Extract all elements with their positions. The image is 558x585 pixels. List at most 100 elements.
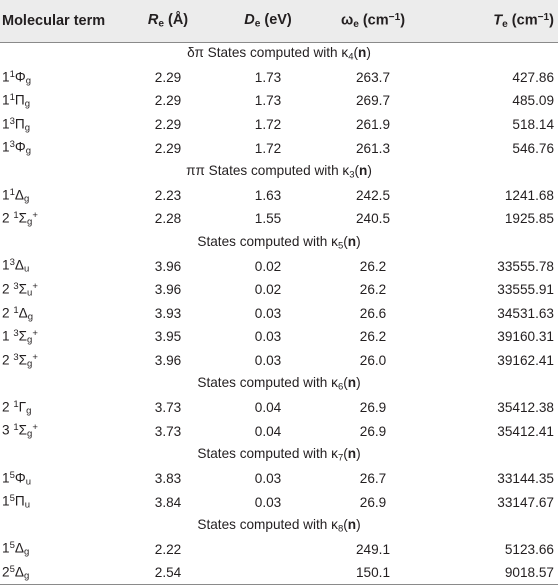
we-cell: 26.0 xyxy=(359,353,387,369)
we-cell: 249.1 xyxy=(355,541,391,557)
re-cell: 2.28 xyxy=(154,211,182,227)
header-we: ωe (cm−1) xyxy=(318,0,428,43)
section-header-row: States computed with κ5(n) xyxy=(0,231,558,255)
te-cell: 518.14 xyxy=(512,117,554,133)
we-cell: 26.2 xyxy=(359,282,387,298)
table-row: 3 1Σg+ 3.73 0.04 26.9 35412.41 xyxy=(0,420,558,444)
molecular-term-cell: 13Φg xyxy=(2,139,32,157)
de-cell: 1.55 xyxy=(254,211,282,227)
de-cell: 1.73 xyxy=(254,69,282,85)
molecular-term-cell: 15Φu xyxy=(2,469,32,488)
re-cell: 3.93 xyxy=(154,305,182,321)
re-cell: 2.29 xyxy=(154,93,182,109)
re-cell: 2.54 xyxy=(118,561,218,585)
header-row: Molecular term Re (Å) De (eV) ωe (cm−1) … xyxy=(0,0,558,43)
we-cell: 26.9 xyxy=(359,423,387,439)
molecular-term-cell: 25Δg xyxy=(0,561,118,585)
table-row: 2 3Σg+ 3.96 0.03 26.0 39162.41 xyxy=(0,349,558,373)
re-cell: 2.29 xyxy=(154,117,182,133)
table-row: 2 3Σu+ 3.96 0.02 26.2 33555.91 xyxy=(0,278,558,302)
table-row: 15Πu 3.84 0.03 26.9 33147.67 xyxy=(0,490,558,514)
table-header: Molecular term Re (Å) De (eV) ωe (cm−1) … xyxy=(0,0,558,43)
table-body: δπ States computed with κ4(n) 11Φg 2.29 1.7… xyxy=(0,42,558,585)
te-cell: 1925.85 xyxy=(504,211,554,227)
te-cell: 546.76 xyxy=(512,140,554,156)
molecular-term-cell: 15Πu xyxy=(2,493,30,511)
molecular-term-cell: 2 1Δg xyxy=(2,304,34,323)
we-cell: 263.7 xyxy=(355,69,391,85)
de-cell: 0.03 xyxy=(254,470,282,486)
table-row: 2 1Σg+ 2.28 1.55 240.5 1925.85 xyxy=(0,207,558,231)
molecular-term-cell: 11Φg xyxy=(2,68,32,87)
table-row: 15Δg 2.22 249.1 5123.66 xyxy=(0,537,558,561)
de-cell: 0.04 xyxy=(254,400,282,416)
te-cell: 39162.41 xyxy=(497,353,554,369)
table-row: 13Πg 2.29 1.72 261.9 518.14 xyxy=(0,113,558,137)
de-cell: 1.63 xyxy=(254,187,282,203)
molecular-term-cell: 11Πg xyxy=(2,92,30,110)
header-de: De (eV) xyxy=(218,0,318,43)
section-title: States computed with κ7(n) xyxy=(197,446,361,464)
te-cell: 33555.78 xyxy=(497,258,554,274)
we-cell: 26.2 xyxy=(359,329,387,345)
section-header-row: States computed with κ7(n) xyxy=(0,443,558,467)
de-cell: 0.03 xyxy=(254,494,282,510)
section-header-row: States computed with κ8(n) xyxy=(0,514,558,538)
re-cell: 3.73 xyxy=(154,400,182,416)
re-cell: 3.96 xyxy=(154,282,182,298)
te-cell: 5123.66 xyxy=(504,541,554,557)
te-cell: 33144.35 xyxy=(497,470,554,486)
table-row: 11Πg 2.29 1.73 269.7 485.09 xyxy=(0,89,558,113)
we-cell: 26.2 xyxy=(359,258,387,274)
we-cell: 269.7 xyxy=(355,93,391,109)
de-cell xyxy=(218,561,318,585)
we-cell: 26.7 xyxy=(359,470,387,486)
de-cell: 1.72 xyxy=(254,117,282,133)
te-cell: 35412.38 xyxy=(497,400,554,416)
header-molecular-term: Molecular term xyxy=(0,0,118,43)
section-title: States computed with κ6(n) xyxy=(197,375,361,393)
we-cell: 26.6 xyxy=(359,305,387,321)
te-cell: 485.09 xyxy=(512,93,554,109)
section-title: ππ States computed with κ3(n) xyxy=(186,163,372,181)
table-row: 1 3Σg+ 3.95 0.03 26.2 39160.31 xyxy=(0,325,558,349)
te-cell: 427.86 xyxy=(512,69,554,85)
de-cell: 0.03 xyxy=(254,329,282,345)
re-cell: 3.95 xyxy=(154,329,182,345)
we-cell: 242.5 xyxy=(355,187,391,203)
de-cell: 0.03 xyxy=(254,305,282,321)
table-row: 2 1Γg 3.73 0.04 26.9 35412.38 xyxy=(0,396,558,420)
section-header-row: States computed with κ6(n) xyxy=(0,372,558,396)
section-title: States computed with κ5(n) xyxy=(197,233,361,252)
de-cell: 0.03 xyxy=(254,353,282,369)
molecular-term-cell: 2 3Σg+ xyxy=(2,351,38,370)
de-cell: 0.04 xyxy=(254,423,282,439)
de-cell xyxy=(218,537,318,561)
molecular-term-cell: 1 3Σg+ xyxy=(2,328,38,346)
re-cell: 3.96 xyxy=(154,258,182,274)
te-cell: 34531.63 xyxy=(497,305,554,321)
molecular-term-cell: 2 1Σg+ xyxy=(2,210,38,228)
te-cell: 39160.31 xyxy=(497,329,554,345)
section-title: States computed with κ8(n) xyxy=(197,516,361,535)
section-header-row: δπ States computed with κ4(n) xyxy=(0,42,558,66)
table-row: 11Δg 2.23 1.63 242.5 1241.68 xyxy=(0,184,558,208)
molecular-term-cell: 3 1Σg+ xyxy=(2,422,38,441)
table-row: 25Δg 2.54 150.1 9018.57 xyxy=(0,561,558,585)
te-cell: 35412.41 xyxy=(497,423,554,439)
re-cell: 2.22 xyxy=(154,541,182,557)
table-row: 11Φg 2.29 1.73 263.7 427.86 xyxy=(0,66,558,90)
section-title: δπ States computed with κ4(n) xyxy=(187,45,371,63)
te-cell: 33555.91 xyxy=(497,282,554,298)
re-cell: 3.84 xyxy=(154,494,182,510)
header-te: Te (cm−1) xyxy=(428,0,558,43)
we-cell: 261.3 xyxy=(355,140,391,156)
we-cell: 150.1 xyxy=(318,561,428,585)
re-cell: 3.73 xyxy=(154,423,182,439)
de-cell: 1.73 xyxy=(254,93,282,109)
molecular-term-cell: 2 3Σu+ xyxy=(2,280,38,299)
table-row: 13Δu 3.96 0.02 26.2 33555.78 xyxy=(0,254,558,278)
re-cell: 2.29 xyxy=(154,140,182,156)
de-cell: 0.02 xyxy=(254,282,282,298)
